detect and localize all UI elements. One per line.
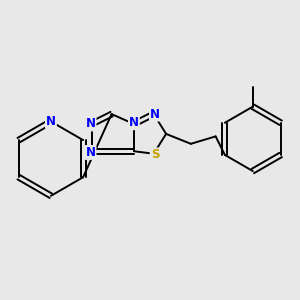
Text: N: N: [46, 115, 56, 128]
Text: N: N: [85, 118, 96, 130]
Text: N: N: [85, 146, 96, 159]
Text: S: S: [151, 148, 159, 161]
Text: N: N: [150, 108, 160, 121]
Text: N: N: [129, 116, 139, 129]
